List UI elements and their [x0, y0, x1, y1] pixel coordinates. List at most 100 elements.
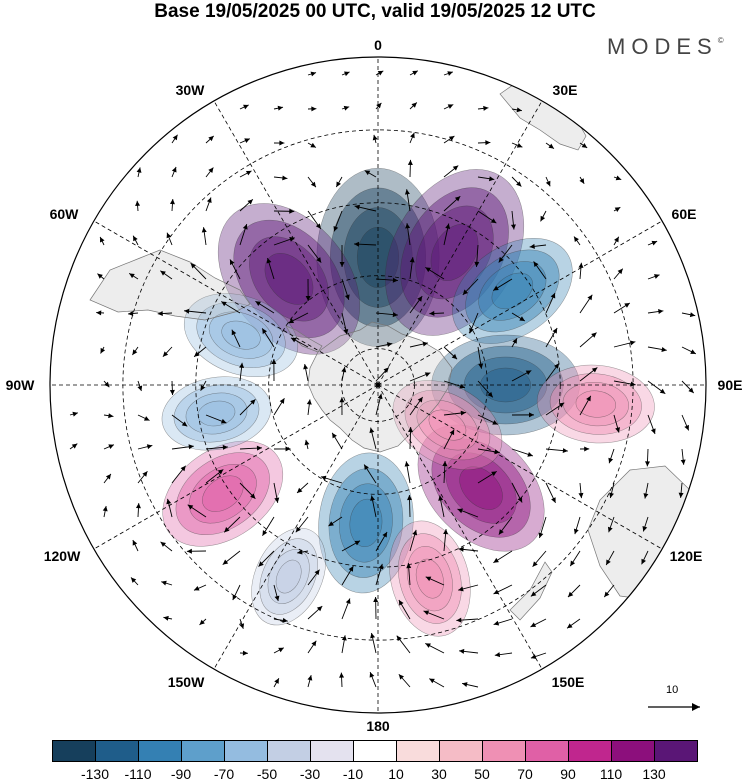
longitude-label-0: 0 — [374, 37, 382, 53]
wind-vector-arrowhead — [422, 341, 428, 347]
wind-vector-arrowhead — [187, 504, 194, 510]
meridian-line — [213, 384, 379, 670]
wind-vector-arrowhead — [339, 672, 345, 678]
wind-vector-arrowhead — [614, 207, 621, 212]
wind-vector-arrowhead — [392, 277, 398, 283]
wind-vector-arrowhead — [512, 338, 518, 344]
wind-vector-arrowhead — [160, 541, 166, 547]
wind-vector-arrowhead — [282, 175, 288, 181]
wind-vector-arrowhead — [162, 351, 169, 357]
wind-vector-arrowhead — [242, 224, 248, 230]
wind-vector-arrowhead — [498, 529, 504, 535]
colorbar-cell — [353, 740, 397, 762]
colorbar-cell — [611, 740, 655, 762]
anomaly-contour — [196, 302, 286, 368]
colorbar-tick-label: 50 — [474, 766, 490, 782]
longitude-label-180: 180 — [366, 718, 390, 734]
anomaly-center — [536, 364, 655, 444]
colorbar-tick-label: -110 — [124, 766, 152, 782]
wind-vector-arrowhead — [538, 532, 544, 539]
wind-vector-arrowhead — [460, 410, 466, 416]
longitude-label-150e: 150E — [551, 674, 585, 690]
wind-vector-arrowhead — [339, 397, 345, 403]
wind-vector-arrowhead — [181, 421, 188, 427]
wind-vector-arrowhead — [442, 461, 448, 467]
wind-vector-arrowhead — [462, 289, 469, 295]
wind-vector-arrowhead — [377, 70, 384, 76]
colorbar-tick-label: -10 — [342, 766, 364, 782]
wind-vector-arrowhead — [429, 310, 435, 316]
meridian-line — [377, 384, 663, 550]
colorbar-tick-label: 110 — [599, 766, 623, 782]
wind-vector-arrowhead — [532, 561, 538, 567]
wind-vector-arrowhead — [608, 457, 614, 464]
wind-vector-arrowhead — [271, 359, 277, 365]
wind-vector-arrowhead — [143, 416, 150, 421]
wind-vector-arrowhead — [136, 167, 142, 173]
wind-vector-arrowhead — [166, 232, 172, 239]
anomaly-center — [417, 424, 545, 552]
anomaly-contour — [197, 400, 236, 427]
colorbar-tick-label: -50 — [256, 766, 278, 782]
wind-vector-arrowhead — [224, 527, 230, 533]
vector-reference-arrowhead — [692, 703, 700, 711]
wind-vector-arrowhead — [333, 225, 339, 232]
wind-vector-arrowhead — [645, 461, 651, 467]
anomaly-contour — [459, 466, 503, 510]
wind-vector-arrowhead — [310, 142, 316, 148]
wind-vector-arrowhead — [525, 370, 532, 376]
wind-vector-arrowhead — [624, 302, 630, 308]
wind-vector-arrowhead — [278, 647, 284, 653]
anomaly-contour — [536, 364, 655, 444]
anomaly-contour — [562, 381, 629, 427]
wind-vector-arrowhead — [97, 273, 103, 279]
wind-vector-arrowhead — [651, 240, 658, 246]
wind-vector-arrowhead — [255, 301, 261, 307]
wind-vector-arrowhead — [133, 235, 138, 242]
wind-vector-arrowhead — [250, 399, 256, 405]
wind-vector-arrowhead — [306, 399, 312, 405]
wind-vector-arrowhead — [567, 623, 573, 629]
map-title: Base 19/05/2025 00 UTC, valid 19/05/2025… — [154, 1, 596, 22]
wind-vector-arrowhead — [641, 558, 646, 565]
wind-vector-arrowhead — [680, 459, 686, 465]
latitude-circle — [268, 275, 488, 495]
wind-vector-arrowhead — [458, 546, 464, 552]
wind-vector-arrowhead — [456, 617, 462, 623]
anomaly-contour — [202, 475, 244, 512]
wind-vector-arrowhead — [493, 620, 500, 626]
wind-vector-arrowhead — [161, 580, 167, 586]
wind-vector-arrowhead — [311, 106, 317, 112]
new-zealand-landmass — [509, 561, 553, 621]
wind-vector-arrowhead — [169, 199, 175, 205]
wind-vector-arrowhead — [459, 383, 465, 389]
wind-vector-arrowhead — [369, 672, 375, 678]
wind-vector-arrowhead — [573, 236, 579, 243]
wind-vector-arrowhead — [412, 529, 418, 536]
wind-vector-arrowhead — [552, 328, 558, 334]
longitude-label-120e: 120E — [669, 548, 703, 564]
wind-vector-arrowhead — [310, 71, 317, 77]
wind-vector-arrowhead — [609, 492, 614, 498]
wind-vector-arrowhead — [551, 497, 556, 503]
wind-vector-arrowhead — [180, 465, 186, 472]
wind-vector-arrowhead — [528, 412, 534, 418]
meridian-line — [377, 220, 663, 386]
wind-vector-arrowhead — [425, 643, 431, 648]
longitude-label-60w: 60W — [49, 206, 79, 222]
wind-vector-arrowhead — [132, 540, 138, 546]
wind-vector-arrowhead — [377, 393, 383, 400]
wind-vector-arrowhead — [642, 526, 648, 532]
wind-vector-arrowhead — [606, 559, 611, 566]
wind-vector-arrowhead — [425, 576, 432, 582]
wind-vector-arrowhead — [274, 595, 280, 602]
wind-vector-arrowhead — [573, 528, 579, 535]
anomaly-contour — [259, 538, 318, 615]
wind-vector-arrowhead — [562, 448, 568, 454]
wind-vector-arrowhead — [530, 622, 537, 627]
wind-vector-arrowhead — [193, 585, 200, 591]
wind-vector-arrowhead — [443, 529, 449, 535]
wind-vector-arrowhead — [96, 310, 102, 316]
wind-vector-arrowhead — [448, 136, 455, 141]
wind-vector-arrowhead — [369, 427, 375, 434]
